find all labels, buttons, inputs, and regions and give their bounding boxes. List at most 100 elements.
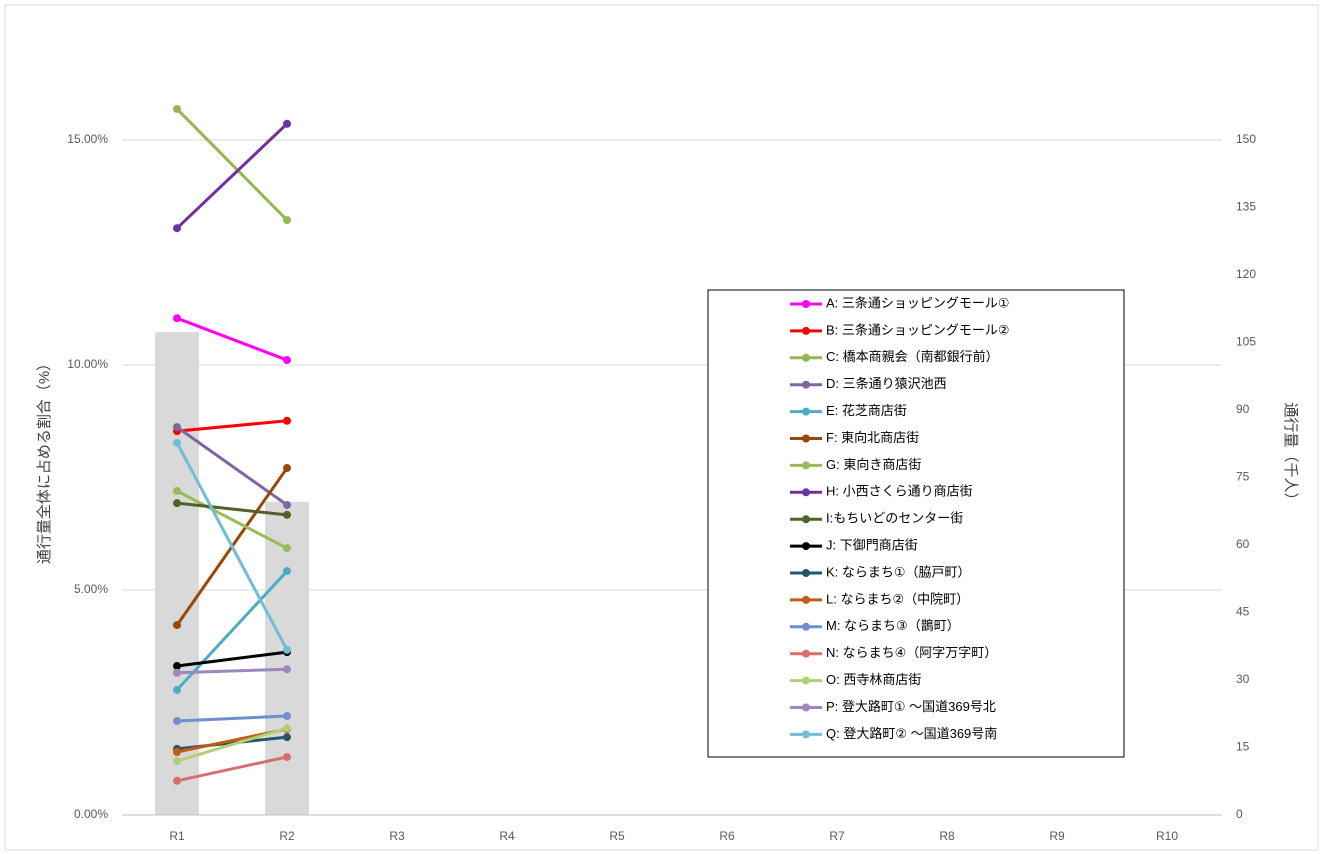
series-line <box>176 419 288 433</box>
legend-label: M: ならまち③（鵲町） <box>826 618 960 633</box>
legend-label: I:もちいどのセンター街 <box>826 511 963 526</box>
series-marker <box>173 776 181 785</box>
legend: A: 三条通ショッピングモール① B: 三条通ショッピングモール② C: 橋本商親会… <box>707 289 1125 758</box>
y2-tick-label: 120 <box>1236 267 1256 281</box>
y2-tick-label: 105 <box>1236 335 1256 349</box>
legend-label: D: 三条通り猿沢池西 <box>826 376 947 391</box>
legend-label: B: 三条通ショッピングモール② <box>826 322 1010 337</box>
series-marker <box>173 716 181 725</box>
legend-label: G: 東向き商店街 <box>826 457 921 472</box>
legend-label: C: 橋本商親会（南都銀行前） <box>826 349 999 364</box>
series-line <box>175 442 289 651</box>
y-tick-label: 15.00% <box>67 132 108 146</box>
series-marker <box>173 499 181 508</box>
legend-swatch-marker <box>802 300 810 308</box>
legend-swatch-marker <box>802 515 810 524</box>
y2-tick-label: 60 <box>1236 537 1250 551</box>
series-line <box>175 122 289 230</box>
bars <box>155 332 309 815</box>
series-marker <box>173 487 181 495</box>
y2-tick-label: 15 <box>1236 740 1250 754</box>
legend-label: E: 花芝商店街 <box>826 403 907 418</box>
legend-swatch-marker <box>802 649 810 658</box>
y2-tick-label: 30 <box>1236 672 1250 686</box>
series-marker <box>173 314 181 323</box>
legend-label: Q: 登大路町② ～国道369号南 <box>826 726 997 741</box>
legend-label: L: ならまち②（中院町） <box>826 591 969 606</box>
legend-swatch-marker <box>802 434 810 443</box>
series-marker <box>173 748 181 756</box>
legend-swatch-marker <box>802 461 810 470</box>
legend-swatch-marker <box>802 488 810 497</box>
series-marker <box>283 416 291 425</box>
series-marker <box>283 216 291 225</box>
y2-tick-label: 150 <box>1236 132 1256 146</box>
legend-label: O: 西寺林商店街 <box>826 672 921 687</box>
series-marker <box>173 685 181 694</box>
axes: 0.00% 5.00% 10.00% 15.00% 0 15 30 45 60 75 90 105 12… <box>67 132 1256 843</box>
bar <box>155 332 199 815</box>
series-marker <box>283 500 291 509</box>
y2-tick-label: 45 <box>1236 605 1250 619</box>
series-marker <box>283 464 291 473</box>
series-line <box>176 714 288 723</box>
legend-swatch-marker <box>802 703 810 712</box>
y2-axis-title: 通行量（千人） <box>1282 402 1299 507</box>
legend-label: A: 三条通ショッピングモール① <box>826 295 1010 310</box>
legend-swatch-marker <box>802 595 810 604</box>
x-tick-label: R4 <box>499 829 515 843</box>
x-tick-label: R3 <box>389 829 405 843</box>
series-marker <box>283 356 291 365</box>
x-tick-label: R6 <box>719 829 735 843</box>
legend-swatch-marker <box>802 569 810 577</box>
series-marker <box>173 423 181 432</box>
series-marker <box>173 757 181 765</box>
x-tick-label: R10 <box>1156 829 1178 843</box>
series-line <box>176 755 288 783</box>
series-marker <box>173 668 181 677</box>
x-tick-label: R7 <box>829 829 845 843</box>
series-line <box>176 501 288 517</box>
legend-swatch-marker <box>802 542 810 551</box>
x-tick-label: R9 <box>1049 829 1065 843</box>
legend-swatch-marker <box>802 676 810 685</box>
x-tick-label: R1 <box>169 829 185 843</box>
y2-tick-label: 90 <box>1236 402 1250 416</box>
series-line <box>175 570 289 691</box>
y-axis-title: 通行量全体に占める割合（%） <box>35 356 53 564</box>
legend-swatch-marker <box>802 622 810 631</box>
series-marker <box>283 665 291 674</box>
lines <box>173 104 291 785</box>
legend-label: F: 東向北商店街 <box>826 430 919 445</box>
y-tick-label: 10.00% <box>67 357 108 371</box>
bar <box>265 501 309 815</box>
series-marker <box>283 724 291 733</box>
series-marker <box>283 544 291 553</box>
legend-swatch-marker <box>802 380 810 389</box>
series-marker <box>283 510 291 519</box>
series-marker <box>173 438 181 447</box>
y2-tick-label: 135 <box>1236 200 1256 214</box>
series-line <box>176 489 288 550</box>
x-tick-label: R8 <box>939 829 955 843</box>
series-marker <box>283 645 291 654</box>
series-line <box>176 726 288 763</box>
x-tick-label: R5 <box>609 829 625 843</box>
legend-swatch-marker <box>802 353 810 362</box>
y2-tick-label: 75 <box>1236 470 1250 484</box>
series-marker <box>283 567 291 576</box>
series-marker <box>173 662 181 671</box>
series-line <box>176 650 288 668</box>
legend-swatch-marker <box>802 730 810 739</box>
legend-label: H: 小西さくら通り商店街 <box>826 484 973 499</box>
series-line <box>176 667 288 675</box>
series-marker <box>283 752 291 761</box>
series-marker <box>173 224 181 233</box>
y-tick-label: 5.00% <box>74 582 108 596</box>
y2-tick-label: 0 <box>1236 807 1243 821</box>
series-marker <box>283 119 291 128</box>
series-line <box>176 316 288 362</box>
y-tick-label: 0.00% <box>74 807 108 821</box>
